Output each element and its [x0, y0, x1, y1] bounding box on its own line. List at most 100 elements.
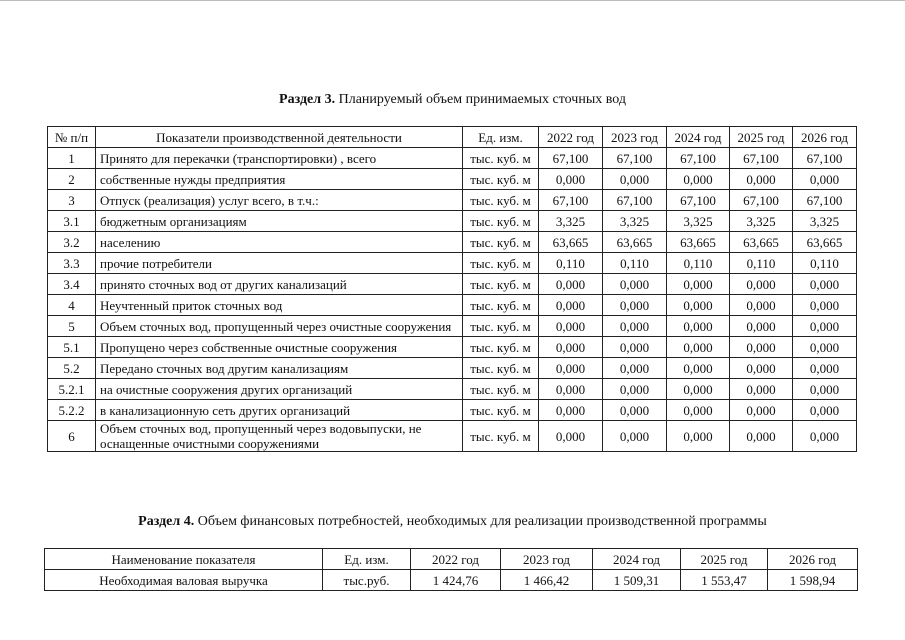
cell: 1 509,31 — [592, 569, 681, 591]
cell: 0,000 — [666, 357, 730, 379]
section-title: Раздел 4. Объем финансовых потребностей,… — [0, 514, 905, 530]
cell: 5.2 — [47, 357, 96, 379]
cell: 0,110 — [602, 252, 667, 274]
cell: тыс. куб. м — [462, 336, 539, 358]
cell: 0,000 — [602, 315, 667, 337]
title-text: Объем финансовых потребностей, необходим… — [197, 514, 767, 529]
cell: 3,325 — [602, 210, 667, 232]
cell: 0,000 — [602, 399, 667, 421]
cell: тыс. куб. м — [462, 273, 539, 295]
header-cell: 2025 год — [680, 548, 768, 570]
cell: 0,000 — [666, 315, 730, 337]
cell: 1 553,47 — [680, 569, 768, 591]
cell: 0,110 — [538, 252, 603, 274]
cell: 0,000 — [729, 273, 793, 295]
cell: 0,000 — [666, 336, 730, 358]
cell: на очистные сооружения других организаци… — [95, 378, 463, 400]
cell: тыс. куб. м — [462, 168, 539, 190]
cell: 0,000 — [538, 315, 603, 337]
cell: Пропущено через собственные очистные соо… — [95, 336, 463, 358]
table-row: 5 Объем сточных вод, пропущенный через оч… — [47, 315, 857, 337]
cell: 1 598,94 — [767, 569, 858, 591]
header-cell: 2024 год — [592, 548, 681, 570]
table-row: Необходимая валовая выручка тыс.руб. 1 424… — [44, 569, 858, 591]
cell: Принято для перекачки (транспортировки) … — [95, 147, 463, 169]
cell: 0,000 — [729, 294, 793, 316]
cell: принято сточных вод от других канализаци… — [95, 273, 463, 295]
cell: в канализационную сеть других организаци… — [95, 399, 463, 421]
cell: 0,110 — [792, 252, 857, 274]
cell: 3,325 — [729, 210, 793, 232]
cell: тыс. куб. м — [462, 315, 539, 337]
cell: 0,000 — [538, 168, 603, 190]
header-cell: Показатели производственной деятельности — [95, 126, 463, 148]
cell: 6 — [47, 420, 96, 452]
table-row: 3.2 населению тыс. куб. м 63,665 63,665 63,66… — [47, 231, 857, 253]
cell: 0,000 — [792, 399, 857, 421]
cell: тыс. куб. м — [462, 189, 539, 211]
cell: тыс. куб. м — [462, 231, 539, 253]
cell: 0,000 — [666, 420, 730, 452]
cell: тыс. куб. м — [462, 357, 539, 379]
cell: тыс.руб. — [322, 569, 411, 591]
header-cell: Наименование показателя — [44, 548, 323, 570]
cell: 67,100 — [729, 147, 793, 169]
cell: Отпуск (реализация) услуг всего, в т.ч.: — [95, 189, 463, 211]
cell: 67,100 — [538, 147, 603, 169]
cell: 0,000 — [792, 273, 857, 295]
cell: 1 424,76 — [410, 569, 501, 591]
cell: 0,000 — [729, 315, 793, 337]
table-row: 3.3 прочие потребители тыс. куб. м 0,110 0,1… — [47, 252, 857, 274]
cell: 0,000 — [729, 420, 793, 452]
table-row: 1 Принято для перекачки (транспортировки)… — [47, 147, 857, 169]
section-title: Раздел 3. Планируемый объем принимаемых … — [0, 92, 905, 108]
header-cell: Ед. изм. — [462, 126, 539, 148]
cell: 63,665 — [729, 231, 793, 253]
cell: 0,000 — [666, 378, 730, 400]
header-cell: 2024 год — [666, 126, 730, 148]
cell: 0,000 — [729, 399, 793, 421]
table-row: 4 Неучтенный приток сточных вод тыс. куб. … — [47, 294, 857, 316]
cell: Необходимая валовая выручка — [44, 569, 323, 591]
cell: 3.3 — [47, 252, 96, 274]
header-cell: Ед. изм. — [322, 548, 411, 570]
header-cell: № п/п — [47, 126, 96, 148]
table-row: 5.2 Передано сточных вод другим канализац… — [47, 357, 857, 379]
cell: 0,000 — [729, 378, 793, 400]
table-row: 5.2.1 на очистные сооружения других орган… — [47, 378, 857, 400]
cell: 3 — [47, 189, 96, 211]
cell: 0,000 — [792, 168, 857, 190]
cell: 0,000 — [602, 378, 667, 400]
cell: 63,665 — [538, 231, 603, 253]
header-cell: 2023 год — [602, 126, 667, 148]
cell: Объем сточных вод, пропущенный через очи… — [95, 315, 463, 337]
cell: 0,000 — [602, 420, 667, 452]
cell: 67,100 — [602, 147, 667, 169]
cell: 0,000 — [538, 399, 603, 421]
cell: 0,110 — [729, 252, 793, 274]
cell: 0,000 — [602, 294, 667, 316]
cell: 0,000 — [538, 273, 603, 295]
cell: 63,665 — [792, 231, 857, 253]
cell: 5.2.1 — [47, 378, 96, 400]
header-cell: 2025 год — [729, 126, 793, 148]
cell: 0,000 — [602, 336, 667, 358]
cell: 5.2.2 — [47, 399, 96, 421]
cell: 67,100 — [538, 189, 603, 211]
header-cell: 2023 год — [500, 548, 593, 570]
cell: 2 — [47, 168, 96, 190]
cell: 63,665 — [666, 231, 730, 253]
cell: Неучтенный приток сточных вод — [95, 294, 463, 316]
cell: 0,000 — [538, 420, 603, 452]
cell: Объем сточных вод, пропущенный через вод… — [95, 420, 463, 452]
cell: 67,100 — [729, 189, 793, 211]
cell: 0,000 — [792, 336, 857, 358]
cell: 3.1 — [47, 210, 96, 232]
cell: 0,000 — [792, 357, 857, 379]
header-row: Наименование показателя Ед. изм. 2022 год 2… — [44, 548, 858, 570]
table-row: 2 собственные нужды предприятия тыс. куб. … — [47, 168, 857, 190]
cell: 0,000 — [729, 168, 793, 190]
title-bold: Раздел 4. — [138, 514, 195, 529]
finance-table: Наименование показателя Ед. изм. 2022 год 2… — [44, 548, 858, 591]
table-row: 5.1 Пропущено через собственные очистные … — [47, 336, 857, 358]
